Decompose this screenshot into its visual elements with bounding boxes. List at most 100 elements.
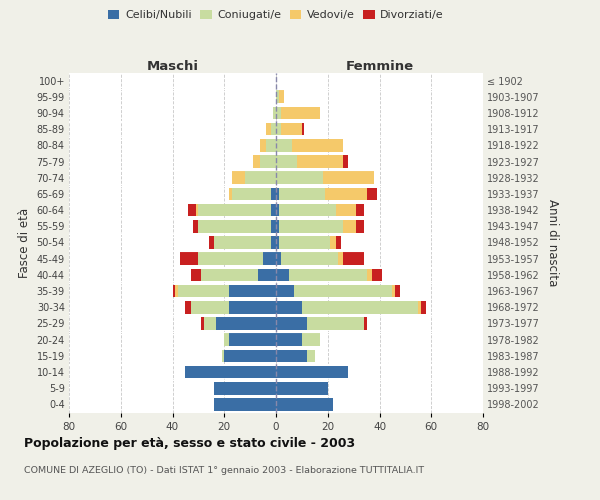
Text: COMUNE DI AZEGLIO (TO) - Dati ISTAT 1° gennaio 2003 - Elaborazione TUTTITALIA.IT: COMUNE DI AZEGLIO (TO) - Dati ISTAT 1° g… xyxy=(24,466,424,475)
Bar xyxy=(343,252,364,265)
Bar xyxy=(221,350,224,362)
Bar xyxy=(276,317,307,330)
Bar xyxy=(276,398,333,410)
Y-axis label: Fasce di età: Fasce di età xyxy=(18,208,31,278)
Bar xyxy=(193,220,199,232)
Bar xyxy=(307,350,315,362)
Text: Popolazione per età, sesso e stato civile - 2003: Popolazione per età, sesso e stato civil… xyxy=(24,438,355,450)
Bar xyxy=(199,204,271,216)
Bar xyxy=(338,252,343,265)
Bar xyxy=(421,301,426,314)
Bar xyxy=(418,301,421,314)
Bar xyxy=(395,285,400,298)
Bar xyxy=(191,301,229,314)
Bar xyxy=(266,139,276,151)
Bar xyxy=(392,285,395,298)
Bar xyxy=(260,139,266,151)
Bar xyxy=(266,123,271,136)
Bar xyxy=(276,188,278,200)
Bar xyxy=(199,252,263,265)
Bar xyxy=(276,139,292,151)
Bar xyxy=(343,220,356,232)
Bar xyxy=(335,204,356,216)
Bar xyxy=(214,382,276,394)
Bar xyxy=(201,268,258,281)
Bar xyxy=(372,268,382,281)
Bar xyxy=(224,350,276,362)
Bar xyxy=(278,204,335,216)
Bar xyxy=(367,268,372,281)
Text: Femmine: Femmine xyxy=(346,60,413,72)
Bar xyxy=(356,220,364,232)
Bar xyxy=(302,334,320,346)
Bar xyxy=(229,285,276,298)
Bar xyxy=(245,172,276,184)
Bar xyxy=(302,123,304,136)
Bar xyxy=(289,268,367,281)
Bar xyxy=(335,236,341,249)
Bar xyxy=(276,236,278,249)
Bar xyxy=(307,317,364,330)
Bar xyxy=(276,123,281,136)
Bar xyxy=(276,382,328,394)
Bar xyxy=(263,252,276,265)
Bar xyxy=(217,317,276,330)
Bar xyxy=(214,398,276,410)
Bar xyxy=(185,366,276,378)
Bar xyxy=(232,188,271,200)
Bar xyxy=(364,317,367,330)
Bar xyxy=(343,155,349,168)
Bar xyxy=(281,252,338,265)
Bar xyxy=(278,220,343,232)
Bar xyxy=(229,301,276,314)
Bar xyxy=(229,334,276,346)
Bar xyxy=(188,204,196,216)
Y-axis label: Anni di nascita: Anni di nascita xyxy=(547,199,559,286)
Bar xyxy=(199,220,271,232)
Bar xyxy=(276,366,349,378)
Bar xyxy=(356,204,364,216)
Bar xyxy=(274,106,276,120)
Bar xyxy=(276,172,323,184)
Bar xyxy=(281,106,320,120)
Bar xyxy=(276,220,278,232)
Bar xyxy=(271,123,276,136)
Bar xyxy=(323,172,374,184)
Bar xyxy=(276,301,302,314)
Bar xyxy=(292,139,343,151)
Bar xyxy=(294,285,392,298)
Bar xyxy=(276,285,294,298)
Bar xyxy=(271,236,276,249)
Bar xyxy=(253,155,260,168)
Bar xyxy=(276,204,278,216)
Bar xyxy=(331,236,335,249)
Bar xyxy=(271,204,276,216)
Bar xyxy=(276,350,307,362)
Bar xyxy=(180,252,199,265)
Bar xyxy=(276,106,281,120)
Bar xyxy=(258,268,276,281)
Bar xyxy=(281,123,302,136)
Bar xyxy=(325,188,367,200)
Bar xyxy=(224,334,229,346)
Bar xyxy=(296,155,343,168)
Bar xyxy=(302,301,418,314)
Bar xyxy=(271,188,276,200)
Bar xyxy=(209,236,214,249)
Bar xyxy=(203,317,217,330)
Text: Maschi: Maschi xyxy=(146,60,199,72)
Bar xyxy=(276,155,296,168)
Bar xyxy=(191,268,201,281)
Bar xyxy=(271,220,276,232)
Bar xyxy=(175,285,178,298)
Legend: Celibi/Nubili, Coniugati/e, Vedovi/e, Divorziati/e: Celibi/Nubili, Coniugati/e, Vedovi/e, Di… xyxy=(104,6,448,25)
Bar xyxy=(196,204,199,216)
Bar xyxy=(173,285,175,298)
Bar xyxy=(276,334,302,346)
Bar xyxy=(232,172,245,184)
Bar xyxy=(276,90,278,103)
Bar xyxy=(229,188,232,200)
Bar xyxy=(201,317,203,330)
Bar xyxy=(276,252,281,265)
Bar xyxy=(214,236,271,249)
